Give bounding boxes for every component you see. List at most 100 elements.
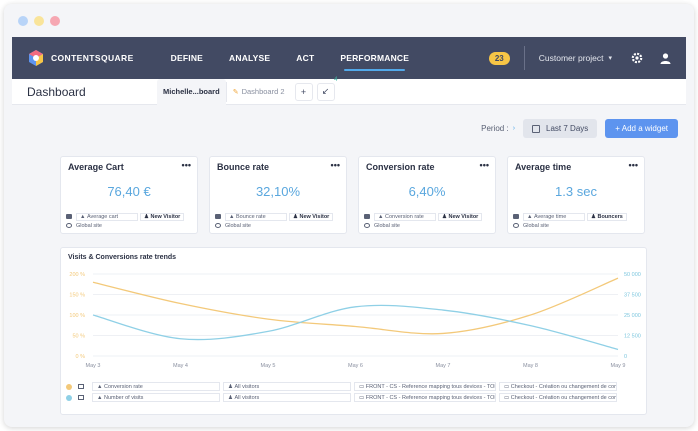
add-tab-button[interactable]: + [294, 82, 313, 101]
kpi-title: Conversion rate [366, 162, 435, 172]
kpi-metric-label: Average cart [86, 213, 119, 220]
x-tick-label: May 6 [348, 363, 363, 369]
window-close-button[interactable] [18, 16, 28, 26]
legend-metric: ▲ Conversion rate [92, 382, 220, 391]
trend-chart-widget: Visits & Conversions rate trends 0 % 50 %… [60, 247, 647, 415]
kpi-card[interactable]: Average Cart ••• 76,40 € ▲ Average cart ♟ Ne… [60, 156, 198, 234]
kpi-card[interactable]: Average time ••• 1.3 sec ▲ Average time ♟ Bo… [507, 156, 645, 234]
kpi-segment: ♟ Bouncers [587, 212, 627, 221]
project-selector[interactable]: Customer project ▾ [539, 53, 612, 63]
kpi-meta-row: Global site [66, 221, 192, 230]
legend-row[interactable]: ▲ Conversion rate ♟ All visitors ▭ FRONT -… [66, 381, 641, 392]
globe-icon [513, 223, 519, 228]
kpi-row: Average Cart ••• 76,40 € ▲ Average cart ♟ Ne… [60, 156, 656, 234]
legend-metric-label: Conversion rate [103, 383, 143, 390]
more-options-icon[interactable]: ••• [479, 160, 489, 170]
nav-item-performance[interactable]: PERFORMANCE [327, 37, 422, 79]
kpi-meta: ▲ Conversion rate ♟ New Visitor Global sit… [364, 212, 490, 230]
kpi-title: Bounce rate [217, 162, 270, 172]
globe-icon [215, 223, 221, 228]
tab-dashboard-2[interactable]: ✎ Dashboard 2 [225, 81, 291, 102]
y-right-tick-label: 50 000 [624, 272, 641, 278]
kpi-meta: ▲ Average time ♟ Bouncers Global site [513, 212, 639, 230]
kpi-metric-label: Conversion rate [384, 213, 424, 220]
kpi-meta-row: ▲ Average cart ♟ New Visitor [66, 212, 192, 221]
period-selector[interactable]: Last 7 Days [523, 119, 598, 138]
more-options-icon[interactable]: ••• [330, 160, 340, 170]
tab-michelle-board[interactable]: Michelle...board [157, 78, 226, 105]
x-tick-label: May 4 [173, 363, 188, 369]
kpi-value: 1.3 sec [555, 184, 597, 199]
globe-icon [364, 223, 370, 228]
period-label: Period : [481, 124, 509, 133]
kpi-value: 6,40% [408, 184, 446, 199]
period-toolbar: Period : › Last 7 Days + Add a widget [481, 119, 678, 138]
legend-goal-label: Checkout - Création ou changement de com… [510, 383, 617, 390]
pin-icon: ✎ [232, 88, 239, 96]
y-right-tick-label: 12 500 [624, 334, 641, 340]
legend-goal: ▭ Checkout - Création ou changement de c… [499, 393, 617, 402]
gear-icon[interactable] [630, 51, 644, 65]
kpi-meta: ▲ Bounce rate ♟ New Visitor Global site [215, 212, 341, 230]
kpi-segment-label: Bouncers [597, 213, 623, 220]
kpi-title: Average time [515, 162, 572, 172]
contentsquare-logo-icon [29, 50, 43, 66]
legend-page: ▭ FRONT - CS - Reference mapping tous de… [354, 393, 496, 402]
trend-chart[interactable]: 0 % 50 % 100 % 150 % 200 % 0 12 500 25 000 37 50… [61, 266, 648, 376]
nav-right: 23 Customer project ▾ [488, 37, 686, 79]
kpi-segment-label: New Visitor [299, 213, 330, 220]
x-tick-label: May 9 [611, 363, 626, 369]
kpi-scope: Global site [523, 222, 549, 229]
nav-divider [523, 46, 525, 70]
window-maximize-button[interactable] [50, 16, 60, 26]
page-title: Dashboard [27, 84, 86, 99]
y-left-tick-label: 150 % [69, 293, 85, 299]
x-tick-label: May 5 [261, 363, 276, 369]
tab-label: Dashboard 2 [241, 87, 285, 96]
series-color-dot [66, 394, 72, 401]
nav-item-define[interactable]: DEFINE [170, 53, 204, 63]
kpi-meta-row: Global site [215, 221, 341, 230]
device-icon [364, 214, 370, 219]
legend-segment-label: All visitors [234, 394, 260, 401]
kpi-value: 76,40 € [107, 184, 151, 199]
more-options-icon[interactable]: ••• [181, 160, 191, 170]
user-icon[interactable] [658, 51, 672, 65]
notification-badge[interactable]: 23 [488, 51, 510, 65]
y-left-tick-label: 100 % [69, 313, 85, 319]
kpi-card[interactable]: Conversion rate ••• 6,40% ▲ Conversion rate… [358, 156, 496, 234]
kpi-meta-row: Global site [513, 221, 639, 230]
shared-count: 4 [334, 76, 338, 83]
kpi-title: Average Cart [68, 162, 124, 172]
brand-logo[interactable]: CONTENTSQUARE [28, 50, 134, 66]
more-options-icon[interactable]: ••• [628, 160, 638, 170]
kpi-card[interactable]: Bounce rate ••• 32,10% ▲ Bounce rate ♟ New V… [209, 156, 347, 234]
kpi-value: 32,10% [255, 184, 301, 199]
y-left-tick-label: 0 % [76, 354, 86, 360]
device-icon [66, 214, 72, 219]
series-line-number-of-visits [92, 304, 619, 351]
top-navbar: CONTENTSQUARE DEFINE ANALYSE ACT PERFORMANC… [12, 37, 686, 79]
kpi-metric: ▲ Bounce rate [225, 212, 287, 221]
nav-item-analyse[interactable]: ANALYSE [229, 53, 271, 63]
kpi-segment: ♟ New Visitor [289, 212, 334, 221]
legend-page-label: FRONT - CS - Reference mapping tous devi… [365, 383, 496, 390]
app-window: CONTENTSQUARE DEFINE ANALYSE ACT PERFORMANC… [4, 4, 694, 427]
legend-row[interactable]: ▲ Number of visits ♟ All visitors ▭ FRONT … [66, 392, 641, 403]
tab-label: Michelle...board [163, 87, 220, 96]
nav-item-act[interactable]: ACT [296, 53, 315, 63]
globe-icon [66, 223, 72, 228]
add-widget-button[interactable]: + Add a widget [605, 119, 678, 138]
arrow-icon: ↙ [321, 86, 330, 96]
dashboard-tabbar: Dashboard Michelle...board ✎ Dashboard 2… [12, 77, 686, 105]
y-right-tick-label: 37 500 [624, 293, 641, 299]
project-selector-label: Customer project [538, 53, 604, 63]
window-minimize-button[interactable] [34, 16, 44, 26]
title-bar [4, 4, 694, 36]
calendar-icon [532, 124, 541, 133]
brand-name: CONTENTSQUARE [51, 53, 134, 63]
device-icon [78, 395, 84, 400]
shared-dashboards-button[interactable]: ↙ 4 [316, 77, 338, 101]
legend-goal-label: Checkout - Création ou changement de com… [510, 394, 617, 401]
device-icon [513, 214, 519, 219]
